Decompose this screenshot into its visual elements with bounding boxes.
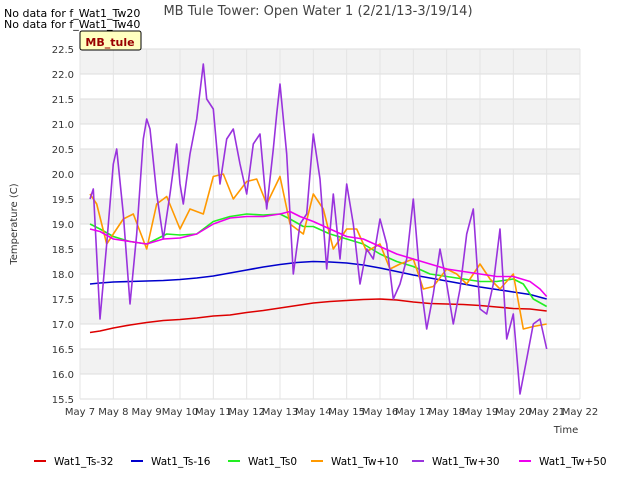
plot-band xyxy=(80,74,580,99)
y-tick-label: 17.5 xyxy=(52,295,74,306)
plot-band xyxy=(80,99,580,124)
plot-band xyxy=(80,274,580,299)
x-tick-label: May 21 xyxy=(528,407,565,418)
series-line-wat1-tw-30 xyxy=(89,63,548,395)
site-badge-label: MB_tule xyxy=(85,36,134,49)
y-tick-label: 22.0 xyxy=(52,70,74,81)
y-tick-label: 20.5 xyxy=(52,145,74,156)
plot-band xyxy=(80,374,580,399)
x-tick-label: May 11 xyxy=(195,407,232,418)
x-axis-label: Time xyxy=(553,425,578,436)
y-tick-label: 16.0 xyxy=(52,370,74,381)
y-tick-label: 19.0 xyxy=(52,220,74,231)
y-tick-label: 18.5 xyxy=(52,245,74,256)
y-tick-label: 16.5 xyxy=(52,345,74,356)
no-data-note-tw20: No data for f_Wat1_Tw20 xyxy=(4,7,141,20)
x-tick-label: May 13 xyxy=(262,407,299,418)
x-tick-label: May 22 xyxy=(562,407,599,418)
series-line-wat1-tw-10 xyxy=(89,173,547,330)
x-tick-label: May 7 xyxy=(65,407,95,418)
x-tick-label: May 12 xyxy=(228,407,265,418)
plot-band xyxy=(80,199,580,224)
series-line-wat1-ts-32 xyxy=(89,298,547,334)
x-tick-label: May 17 xyxy=(395,407,432,418)
x-tick-label: May 9 xyxy=(132,407,162,418)
y-tick-label: 17.0 xyxy=(52,320,74,331)
y-axis-label: Temperature (C) xyxy=(9,183,20,265)
x-tick-label: May 16 xyxy=(362,407,399,418)
y-tick-label: 21.5 xyxy=(52,95,74,106)
x-tick-label: May 8 xyxy=(98,407,128,418)
x-tick-label: May 20 xyxy=(495,407,532,418)
legend-label: Wat1_Tw+30 xyxy=(432,456,500,468)
chart-title: MB Tule Tower: Open Water 1 (2/21/13-3/1… xyxy=(163,4,472,19)
series-line-wat1-tw-50 xyxy=(89,210,548,298)
y-tick-label: 22.5 xyxy=(52,45,74,56)
no-data-note-tw40: No data for f_Wat1_Tw40 xyxy=(4,18,141,31)
legend-label: Wat1_Tw+50 xyxy=(539,456,607,468)
y-tick-label: 21.0 xyxy=(52,120,74,131)
legend-label: Wat1_Ts-16 xyxy=(151,456,211,468)
legend-label: Wat1_Ts0 xyxy=(248,456,297,468)
plot-band xyxy=(80,49,580,74)
y-tick-label: 19.5 xyxy=(52,195,74,206)
site-badge: MB_tule xyxy=(79,30,142,51)
plot-band xyxy=(80,349,580,374)
plot-band xyxy=(80,149,580,174)
x-tick-label: May 15 xyxy=(328,407,365,418)
legend: Wat1_Ts-32 Wat1_Ts-16 Wat1_Ts0 Wat1_Tw+10 Wa… xyxy=(34,456,607,468)
y-tick-label: 18.0 xyxy=(52,270,74,281)
series-line-wat1-ts-16 xyxy=(89,260,547,300)
series-line-wat1-ts0 xyxy=(89,213,548,308)
legend-label: Wat1_Ts-32 xyxy=(54,456,114,468)
plot-band xyxy=(80,174,580,199)
plot-band xyxy=(80,124,580,149)
x-tick-label: May 14 xyxy=(295,407,332,418)
x-tick-label: May 10 xyxy=(162,407,199,418)
legend-label: Wat1_Tw+10 xyxy=(331,456,399,468)
plot-band xyxy=(80,324,580,349)
y-tick-label: 20.0 xyxy=(52,170,74,181)
y-tick-label: 15.5 xyxy=(52,395,74,406)
x-tick-label: May 19 xyxy=(462,407,499,418)
x-tick-label: May 18 xyxy=(428,407,465,418)
